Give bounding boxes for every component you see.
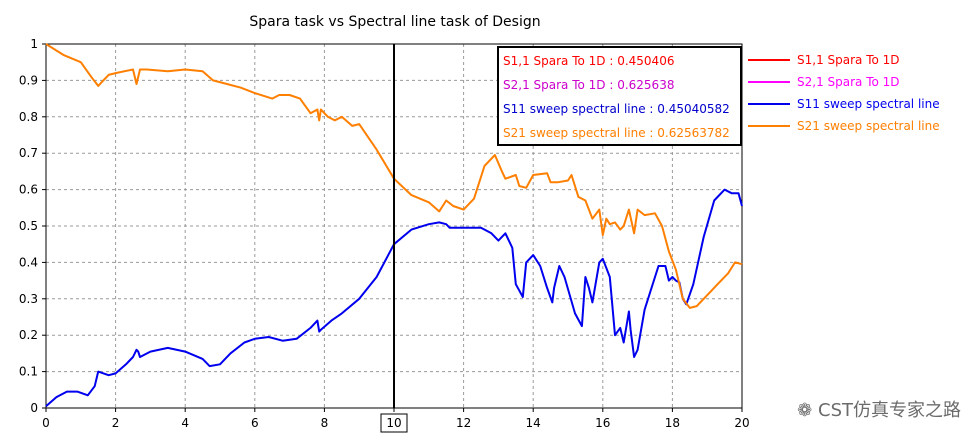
x-tick-label: 2	[112, 416, 120, 430]
legend-label: S11 sweep spectral line	[797, 97, 940, 111]
x-tick-label: 14	[526, 416, 541, 430]
x-tick-label: 8	[321, 416, 329, 430]
y-tick-label: 0.6	[19, 183, 38, 197]
x-tick-label: 4	[181, 416, 189, 430]
legend-label: S21 sweep spectral line	[797, 119, 940, 133]
y-tick-label: 0.9	[19, 73, 38, 87]
y-tick-label: 1	[30, 37, 38, 51]
marker[interactable]: 10	[380, 44, 408, 433]
marker-label-box	[380, 413, 408, 433]
watermark: ❁ CST仿真专家之路	[797, 396, 961, 422]
legend: S1,1 Spara To 1D S2,1 Spara To 1D S11 swee…	[748, 53, 940, 133]
y-axis: 0 0.1 0.2 0.3 0.4 0.5 0.6 0.7 0.8 0.9 1	[19, 37, 46, 415]
y-tick-label: 0.5	[19, 219, 38, 233]
y-tick-label: 0.7	[19, 146, 38, 160]
y-tick-label: 0.8	[19, 110, 38, 124]
readout-line: S1,1 Spara To 1D : 0.450406	[503, 54, 674, 68]
y-tick-label: 0.3	[19, 292, 38, 306]
watermark-text: CST仿真专家之路	[818, 400, 961, 421]
readout-line: S2,1 Spara To 1D : 0.625638	[503, 78, 674, 92]
plot-series	[45, 43, 743, 407]
marker-label: 10	[386, 416, 401, 430]
y-tick-label: 0	[30, 401, 38, 415]
readout-line: S11 sweep spectral line : 0.45040582	[503, 102, 730, 116]
y-tick-label: 0.2	[19, 328, 38, 342]
series-line-s11-sweep-spectral-line	[45, 188, 743, 407]
series-line-s21-sweep-spectral-line	[45, 43, 743, 309]
x-tick-label: 20	[734, 416, 749, 430]
x-tick-label: 0	[42, 416, 50, 430]
x-tick-label: 16	[595, 416, 610, 430]
legend-label: S1,1 Spara To 1D	[797, 53, 900, 67]
x-tick-label: 18	[665, 416, 680, 430]
readout-line: S21 sweep spectral line : 0.62563782	[503, 126, 730, 140]
x-tick-label: 6	[251, 416, 259, 430]
wechat-icon: ❁	[797, 400, 813, 421]
legend-label: S2,1 Spara To 1D	[797, 75, 900, 89]
chart-title: Spara task vs Spectral line task of Desi…	[249, 14, 540, 30]
y-tick-label: 0.4	[19, 255, 38, 269]
marker-readout-box: S1,1 Spara To 1D : 0.450406 S2,1 Spara To…	[497, 46, 742, 146]
y-tick-label: 0.1	[19, 365, 38, 379]
x-tick-label: 12	[456, 416, 471, 430]
readout-frame	[497, 46, 742, 146]
